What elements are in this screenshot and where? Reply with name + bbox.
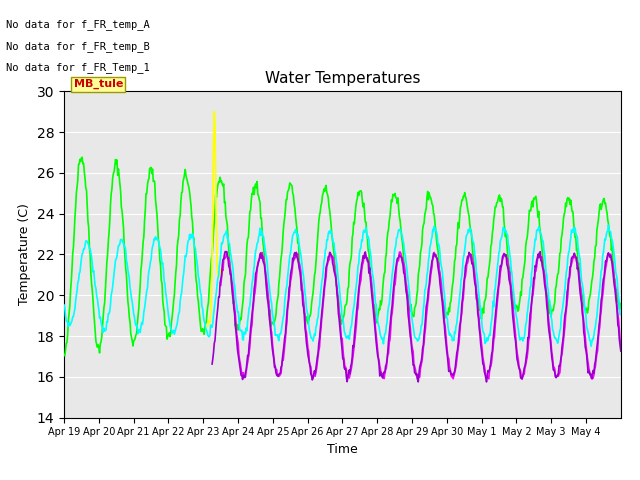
MDTemp_A — [400, 241, 408, 247]
MDTemp_A — [587, 344, 595, 349]
FR_temp_C — [127, 331, 134, 336]
FR_temp_C — [60, 352, 68, 358]
MDTemp_A — [60, 302, 68, 308]
MDTemp_A — [431, 226, 439, 231]
Text: No data for f_FR_temp_A: No data for f_FR_temp_A — [6, 19, 150, 30]
Line: WaterT: WaterT — [208, 111, 221, 326]
Line: WaterTemp_CTD: WaterTemp_CTD — [221, 252, 621, 379]
Line: CondTemp: CondTemp — [212, 252, 621, 382]
FR_temp_C — [257, 216, 264, 221]
FR_temp_C — [61, 353, 68, 359]
CondTemp — [276, 370, 284, 376]
WaterTemp_CTD — [276, 372, 284, 377]
MDTemp_A — [255, 232, 263, 238]
FR_temp_C — [229, 300, 237, 306]
FR_temp_C — [433, 237, 440, 242]
X-axis label: Time: Time — [327, 443, 358, 456]
CondTemp — [255, 256, 263, 262]
CondTemp — [617, 348, 625, 354]
WaterTemp_CTD — [255, 256, 263, 262]
MDTemp_A — [276, 331, 284, 337]
CondTemp — [431, 252, 439, 257]
MDTemp_A — [605, 222, 612, 228]
CondTemp — [228, 283, 236, 289]
WaterTemp_CTD — [617, 343, 625, 348]
CondTemp — [400, 270, 408, 276]
MDTemp_A — [617, 312, 625, 318]
Text: MB_tule: MB_tule — [74, 79, 123, 89]
WaterTemp_CTD — [400, 261, 408, 267]
Text: No data for f_FR_temp_B: No data for f_FR_temp_B — [6, 41, 150, 52]
MDTemp_A — [125, 276, 133, 282]
WaterTemp_CTD — [431, 253, 439, 259]
Title: Water Temperatures: Water Temperatures — [265, 71, 420, 86]
FR_temp_C — [78, 154, 86, 160]
Line: FR_temp_C: FR_temp_C — [64, 157, 621, 356]
FR_temp_C — [401, 273, 409, 278]
Text: No data for f_FR_Temp_1: No data for f_FR_Temp_1 — [6, 62, 150, 73]
WaterTemp_CTD — [228, 278, 236, 284]
MDTemp_A — [228, 258, 236, 264]
FR_temp_C — [617, 300, 625, 306]
FR_temp_C — [278, 251, 285, 256]
Y-axis label: Temperature (C): Temperature (C) — [18, 204, 31, 305]
Line: MDTemp_A: MDTemp_A — [64, 225, 621, 347]
